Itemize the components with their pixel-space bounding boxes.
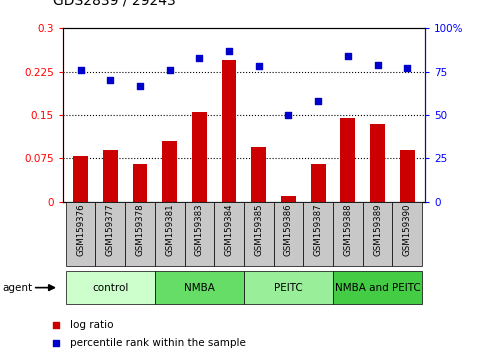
Bar bbox=[125, 202, 155, 266]
Text: GSM159385: GSM159385 bbox=[254, 204, 263, 256]
Bar bbox=[214, 202, 244, 266]
Bar bbox=[132, 164, 147, 202]
Bar bbox=[244, 202, 273, 266]
Bar bbox=[370, 124, 385, 202]
Text: GSM159378: GSM159378 bbox=[136, 204, 144, 256]
Point bbox=[77, 67, 85, 73]
Point bbox=[314, 98, 322, 104]
Text: GSM159389: GSM159389 bbox=[373, 204, 382, 256]
Text: GSM159386: GSM159386 bbox=[284, 204, 293, 256]
Text: NMBA: NMBA bbox=[184, 282, 215, 293]
Text: GSM159376: GSM159376 bbox=[76, 204, 85, 256]
Bar bbox=[333, 202, 363, 266]
Text: PEITC: PEITC bbox=[274, 282, 303, 293]
Text: GSM159381: GSM159381 bbox=[165, 204, 174, 256]
Bar bbox=[281, 196, 296, 202]
Bar bbox=[222, 60, 237, 202]
Point bbox=[403, 65, 411, 71]
Text: NMBA and PEITC: NMBA and PEITC bbox=[335, 282, 420, 293]
Bar bbox=[103, 150, 118, 202]
Bar bbox=[363, 202, 392, 266]
Text: GSM159377: GSM159377 bbox=[106, 204, 115, 256]
Bar bbox=[333, 271, 422, 304]
Point bbox=[136, 83, 144, 88]
Point bbox=[225, 48, 233, 54]
Bar bbox=[392, 202, 422, 266]
Point bbox=[255, 64, 263, 69]
Bar bbox=[341, 118, 355, 202]
Bar bbox=[185, 202, 214, 266]
Text: control: control bbox=[92, 282, 128, 293]
Text: GSM159383: GSM159383 bbox=[195, 204, 204, 256]
Point bbox=[166, 67, 173, 73]
Text: percentile rank within the sample: percentile rank within the sample bbox=[70, 338, 246, 348]
Bar bbox=[66, 202, 96, 266]
Bar bbox=[155, 271, 244, 304]
Bar bbox=[162, 141, 177, 202]
Bar bbox=[311, 164, 326, 202]
Text: GSM159388: GSM159388 bbox=[343, 204, 352, 256]
Text: GSM159384: GSM159384 bbox=[225, 204, 234, 256]
Point bbox=[344, 53, 352, 59]
Bar bbox=[155, 202, 185, 266]
Text: GSM159390: GSM159390 bbox=[403, 204, 412, 256]
Bar bbox=[303, 202, 333, 266]
Bar bbox=[96, 202, 125, 266]
Bar bbox=[244, 271, 333, 304]
Text: GDS2839 / 29243: GDS2839 / 29243 bbox=[53, 0, 176, 7]
Text: agent: agent bbox=[2, 282, 32, 293]
Bar bbox=[66, 271, 155, 304]
Point bbox=[106, 78, 114, 83]
Bar bbox=[73, 155, 88, 202]
Bar bbox=[192, 112, 207, 202]
Text: GSM159387: GSM159387 bbox=[313, 204, 323, 256]
Point bbox=[284, 112, 292, 118]
Bar bbox=[273, 202, 303, 266]
Bar bbox=[251, 147, 266, 202]
Point bbox=[196, 55, 203, 61]
Bar bbox=[400, 150, 414, 202]
Text: log ratio: log ratio bbox=[70, 320, 114, 330]
Point bbox=[374, 62, 382, 68]
